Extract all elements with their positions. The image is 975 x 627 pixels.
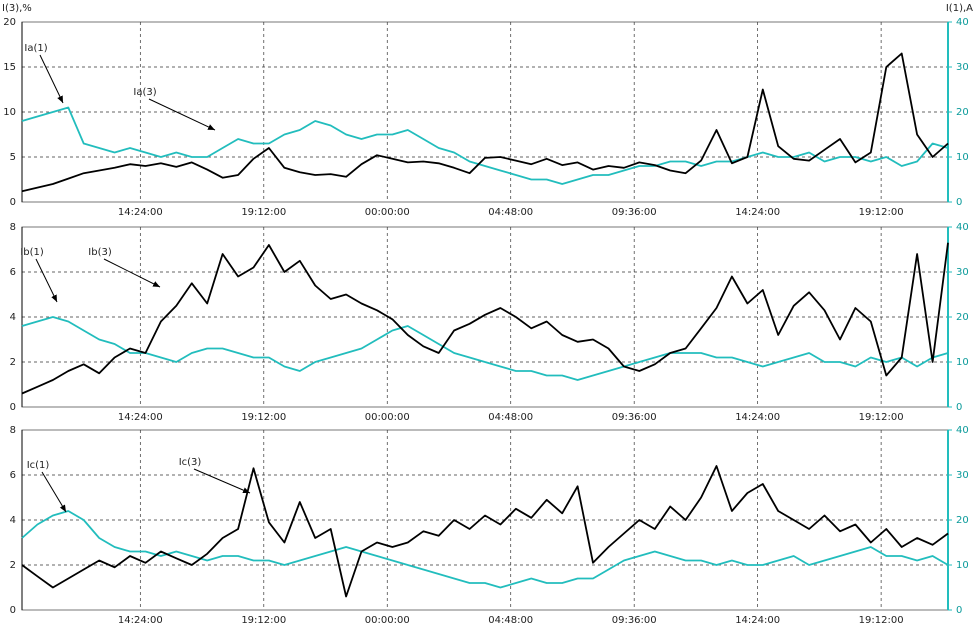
x-tick-label: 19:12:00 xyxy=(241,207,286,218)
x-tick-label: 14:24:00 xyxy=(735,207,780,218)
y-tick-label: 2 xyxy=(10,357,16,368)
y2-tick-label: 20 xyxy=(956,107,969,118)
x-tick-label: 19:12:00 xyxy=(241,412,286,423)
y2-tick-label: 40 xyxy=(956,222,969,233)
y2-tick-label: 0 xyxy=(956,197,962,208)
y-tick-label: 0 xyxy=(10,402,16,413)
series-line xyxy=(21,316,949,381)
x-tick-label: 09:36:00 xyxy=(612,207,657,218)
series-line xyxy=(21,242,949,395)
annotation-arrow xyxy=(103,258,161,288)
y2-tick-label: 20 xyxy=(956,515,969,526)
annotation: Ia(1) xyxy=(24,43,47,54)
y-tick-label: 4 xyxy=(10,312,16,323)
x-tick-label: 14:24:00 xyxy=(735,615,780,626)
x-tick-label: 09:36:00 xyxy=(612,615,657,626)
annotation-arrow xyxy=(39,54,64,104)
y-tick-label: 15 xyxy=(3,62,16,73)
y2-tick-label: 30 xyxy=(956,267,969,278)
x-tick-label: 14:24:00 xyxy=(118,412,163,423)
y-axis-label: I(3),% xyxy=(2,3,32,14)
y2-tick-label: 40 xyxy=(956,425,969,436)
y-tick-label: 5 xyxy=(10,152,16,163)
annotation: Ib(1) xyxy=(20,247,44,258)
y2-tick-label: 40 xyxy=(956,17,969,28)
y-tick-label: 10 xyxy=(3,107,16,118)
y-tick-label: 8 xyxy=(10,425,16,436)
annotation-arrow xyxy=(41,471,67,513)
y2-tick-label: 10 xyxy=(956,560,969,571)
x-tick-label: 14:24:00 xyxy=(735,412,780,423)
y2-tick-label: 10 xyxy=(956,152,969,163)
y-tick-label: 6 xyxy=(10,470,16,481)
y-tick-label: 6 xyxy=(10,267,16,278)
y-tick-label: 4 xyxy=(10,515,16,526)
annotation: Ia(3) xyxy=(133,87,156,98)
x-tick-label: 19:12:00 xyxy=(859,207,904,218)
y2-tick-label: 10 xyxy=(956,357,969,368)
series-line xyxy=(21,465,949,598)
y2-tick-label: 20 xyxy=(956,312,969,323)
x-tick-label: 04:48:00 xyxy=(488,615,533,626)
x-tick-label: 19:12:00 xyxy=(859,412,904,423)
y2-tick-label: 0 xyxy=(956,402,962,413)
series-line xyxy=(21,510,949,589)
annotation-arrow xyxy=(35,258,58,303)
x-tick-label: 04:48:00 xyxy=(488,412,533,423)
y-tick-label: 0 xyxy=(10,605,16,616)
annotation-arrow xyxy=(148,98,216,131)
x-tick-label: 00:00:00 xyxy=(365,615,410,626)
series-line xyxy=(21,52,949,193)
annotation: Ic(1) xyxy=(27,460,50,471)
x-tick-label: 09:36:00 xyxy=(612,412,657,423)
y2-axis-label: I(1),A xyxy=(946,3,973,14)
y-tick-label: 0 xyxy=(10,197,16,208)
x-tick-label: 14:24:00 xyxy=(118,615,163,626)
annotation: Ib(3) xyxy=(88,247,112,258)
x-tick-label: 19:12:00 xyxy=(241,615,286,626)
y-tick-label: 20 xyxy=(3,17,16,28)
y2-tick-label: 30 xyxy=(956,470,969,481)
series-line xyxy=(21,106,949,185)
x-tick-label: 19:12:00 xyxy=(859,615,904,626)
annotation: Ic(3) xyxy=(179,457,202,468)
y-tick-label: 2 xyxy=(10,560,16,571)
x-tick-label: 14:24:00 xyxy=(118,207,163,218)
y2-tick-label: 30 xyxy=(956,62,969,73)
y-tick-label: 8 xyxy=(10,222,16,233)
x-tick-label: 00:00:00 xyxy=(365,207,410,218)
x-tick-label: 00:00:00 xyxy=(365,412,410,423)
x-tick-label: 04:48:00 xyxy=(488,207,533,218)
annotation-arrow xyxy=(193,468,251,494)
y2-tick-label: 0 xyxy=(956,605,962,616)
